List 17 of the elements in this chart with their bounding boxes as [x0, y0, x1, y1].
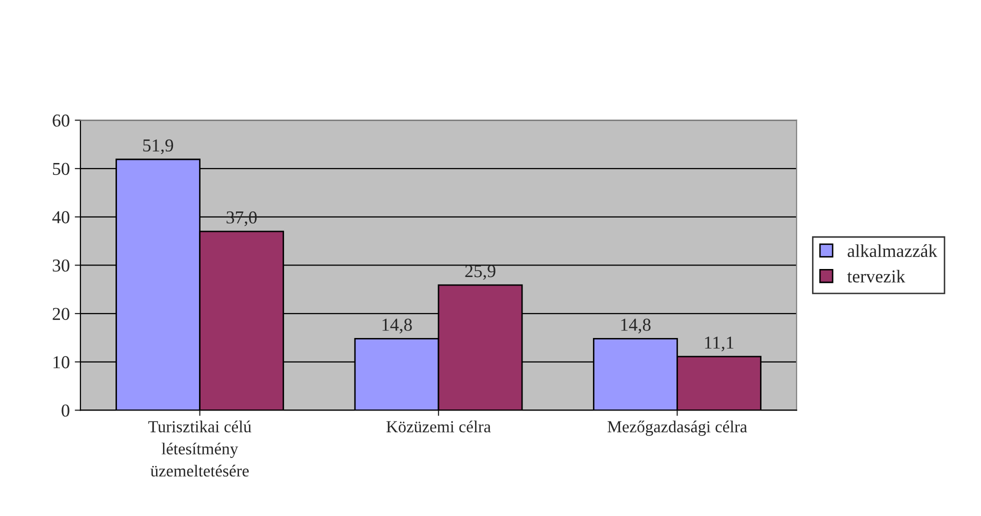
data-label: 51,9: [143, 139, 174, 154]
y-tick-label: 40: [52, 211, 70, 224]
data-label: 14,8: [621, 318, 651, 334]
x-tick-label: Turisztikai célú létesítmény üzemeltetésére: [148, 420, 252, 477]
y-tick-label: 20: [52, 308, 70, 320]
y-tick-label: 50: [53, 162, 70, 175]
x-tick-label: Mezőgazdasági célra: [608, 420, 748, 436]
legend-label: tervezik: [847, 270, 906, 283]
data-label: 11,1: [705, 336, 734, 352]
data-label: 14,8: [382, 318, 412, 334]
y-tick-label: 60: [52, 114, 70, 127]
data-label: 25,9: [465, 265, 496, 280]
y-tick-label: 30: [52, 259, 70, 272]
y-tick-label: 0: [62, 404, 70, 417]
legend-label: alkalmazzák: [848, 244, 938, 258]
x-tick-label: Közüzemi célra: [386, 420, 491, 432]
y-tick-label: 10: [54, 356, 70, 368]
